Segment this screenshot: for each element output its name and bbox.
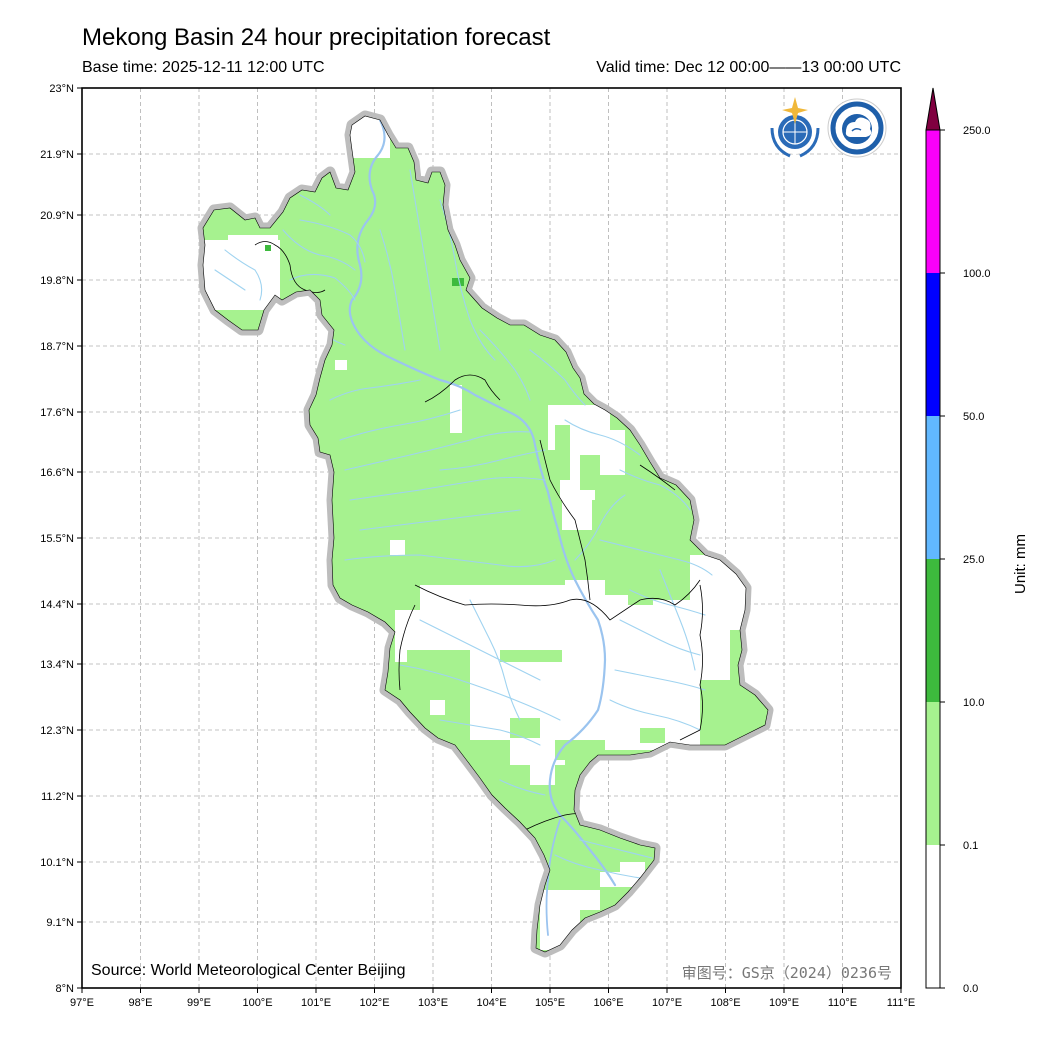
colorbar-extend-arrow [925, 87, 941, 131]
map-title: Mekong Basin 24 hour precipitation forec… [82, 24, 551, 51]
cma-logo [827, 98, 887, 158]
lat-tick-label: 12.3°N [40, 725, 74, 737]
latitude-labels: 23°N 21.9°N 20.9°N 19.8°N 18.7°N 17.6°N … [40, 83, 74, 995]
lat-tick-label: 20.9°N [40, 210, 74, 222]
colorbar-bin [926, 559, 940, 702]
colorbar-unit-label: Unit: mm [1012, 534, 1029, 594]
colorbar-bin [926, 416, 940, 559]
lat-tick-label: 23°N [49, 83, 74, 95]
river-network [214, 118, 713, 936]
lon-tick-label: 107°E [652, 997, 682, 1009]
colorbar-level-label: 10.0 [963, 697, 984, 709]
colorbar-bin [926, 702, 940, 845]
lat-tick-label: 17.6°N [40, 407, 74, 419]
lon-tick-label: 100°E [242, 997, 272, 1009]
lat-tick-label: 18.7°N [40, 341, 74, 353]
lon-tick-label: 99°E [187, 997, 211, 1009]
lat-tick-label: 19.8°N [40, 275, 74, 287]
source-label: Source: World Meteorological Center Beij… [91, 962, 406, 979]
colorbar-level-label: 50.0 [963, 411, 984, 423]
colorbar-level-label: 0.0 [963, 983, 978, 995]
lon-tick-label: 104°E [476, 997, 506, 1009]
colorbar-level-label: 0.1 [963, 840, 978, 852]
lon-tick-label: 102°E [359, 997, 389, 1009]
lon-tick-label: 110°E [828, 997, 857, 1009]
colorbar: 0.0 0.1 10.0 25.0 50.0 100.0 250.0 [925, 87, 991, 995]
lon-tick-label: 109°E [769, 997, 799, 1009]
lon-tick-label: 111°E [887, 997, 915, 1009]
axis-ticks [77, 87, 902, 993]
lon-tick-label: 103°E [418, 997, 448, 1009]
base-time: Base time: 2025-12-11 12:00 UTC [82, 59, 325, 76]
precipitation-field [203, 116, 768, 952]
lat-tick-label: 9.1°N [46, 917, 74, 929]
valid-time: Valid time: Dec 12 00:00——13 00:00 UTC [596, 59, 901, 76]
lat-tick-label: 8°N [56, 983, 75, 995]
colorbar-bin [926, 130, 940, 273]
lat-tick-label: 11.2°N [41, 791, 74, 803]
lat-tick-label: 13.4°N [40, 659, 74, 671]
lat-tick-label: 14.4°N [40, 599, 74, 611]
lon-tick-label: 105°E [535, 997, 565, 1009]
colorbar-bin [926, 273, 940, 416]
lat-tick-label: 10.1°N [40, 857, 74, 869]
lat-tick-label: 16.6°N [40, 467, 74, 479]
colorbar-bin [926, 845, 940, 988]
lon-tick-label: 97°E [70, 997, 94, 1009]
lat-tick-label: 21.9°N [40, 149, 74, 161]
review-number: 审图号：GS京（2024）0236号 [681, 964, 892, 982]
lon-tick-label: 101°E [301, 997, 331, 1009]
lon-tick-label: 106°E [593, 997, 623, 1009]
colorbar-level-label: 100.0 [963, 268, 991, 280]
wmo-logo [770, 97, 820, 158]
lat-tick-label: 15.5°N [40, 533, 74, 545]
lon-tick-label: 108°E [710, 997, 740, 1009]
colorbar-level-label: 25.0 [963, 554, 984, 566]
colorbar-level-label: 250.0 [963, 125, 991, 137]
longitude-labels: 97°E 98°E 99°E 100°E 101°E 102°E 103°E 1… [70, 997, 915, 1009]
lon-tick-label: 98°E [129, 997, 153, 1009]
